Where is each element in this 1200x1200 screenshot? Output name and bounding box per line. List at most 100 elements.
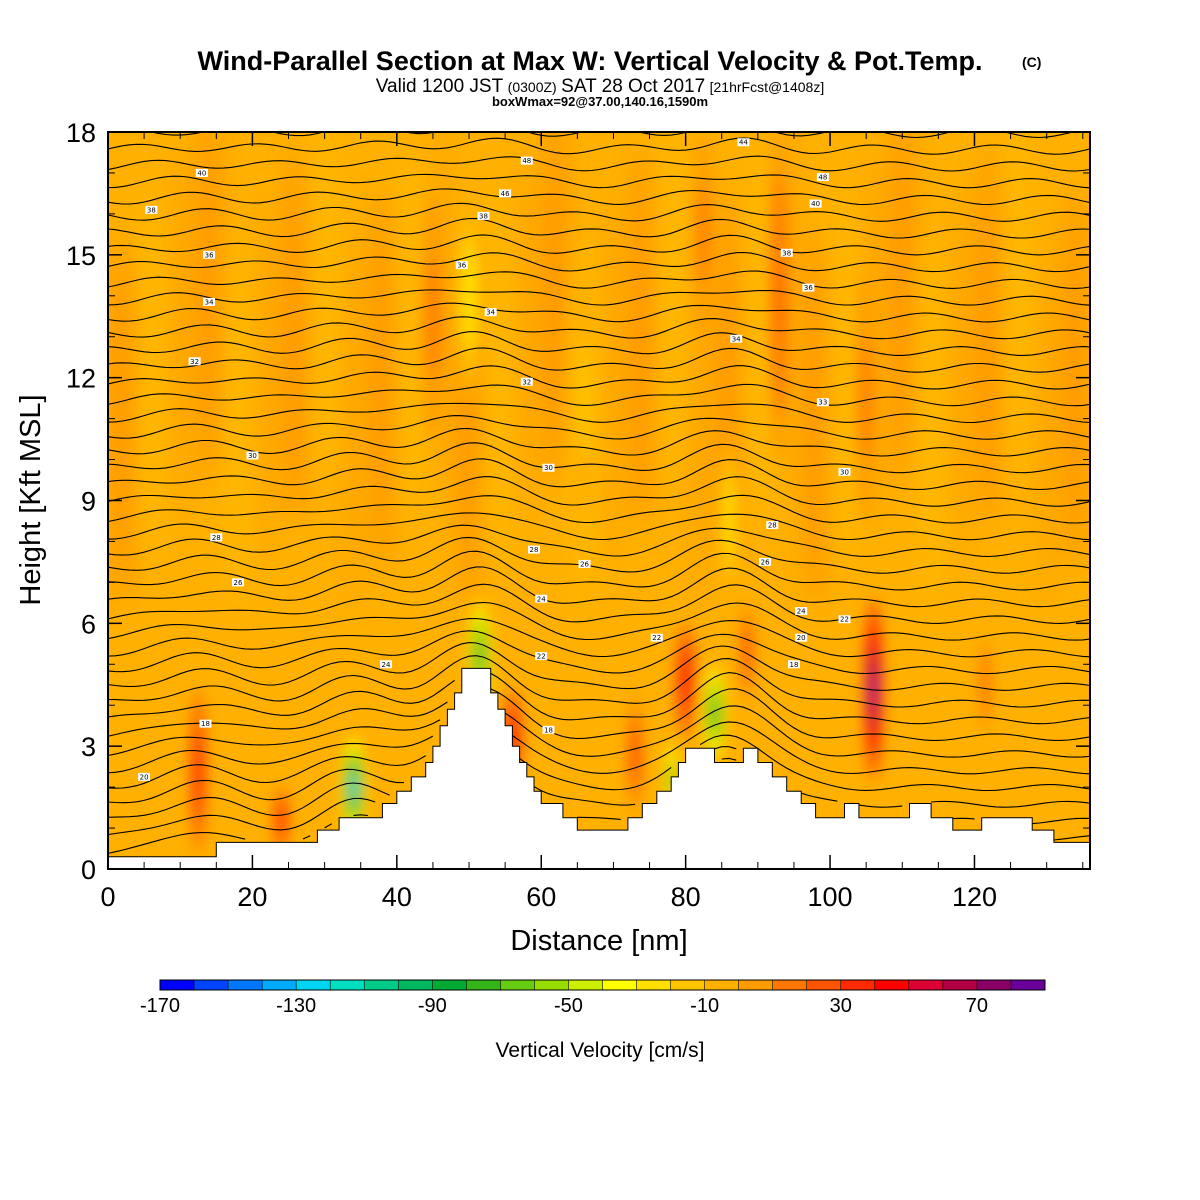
valid-utc: (0300Z) bbox=[508, 79, 557, 95]
colorbar-swatch bbox=[364, 980, 399, 990]
colorbar-swatch bbox=[602, 980, 638, 990]
plot-area: 40 38 36 34 32 30 28 26 20 18 24 48 46 38 36 34 32 30 28 26… bbox=[108, 132, 1090, 869]
velocity-cell-ring bbox=[465, 270, 473, 322]
contour-label-bg bbox=[199, 719, 212, 728]
velocity-streak bbox=[632, 146, 653, 527]
velocity-cell bbox=[856, 275, 876, 521]
contour-label: 30 bbox=[838, 467, 851, 476]
contour-label: 22 bbox=[650, 633, 663, 642]
colorbar: -170 -130 -90 -50 -10 30 70 bbox=[140, 979, 1046, 1017]
theta-contours bbox=[108, 132, 1090, 854]
theta-contour bbox=[108, 302, 1090, 323]
contour-label: 38 bbox=[145, 205, 158, 214]
contour-label-text: 24 bbox=[797, 608, 806, 616]
contour-label-bg bbox=[578, 559, 591, 568]
contour-label-text: 38 bbox=[479, 212, 488, 220]
contour-label-bg bbox=[816, 398, 829, 407]
contour-label-text: 34 bbox=[486, 309, 495, 317]
colorbar-tick-label: -50 bbox=[554, 995, 583, 1017]
velocity-cell-ring bbox=[726, 500, 732, 542]
x-tick-label: 80 bbox=[671, 882, 701, 912]
contour-label-text: 26 bbox=[234, 579, 243, 587]
forecast-info: [21hrFcst@1408z] bbox=[710, 79, 825, 95]
contour-label-text: 30 bbox=[248, 452, 257, 460]
contour-label: 24 bbox=[379, 660, 392, 669]
velocity-streak bbox=[372, 187, 393, 568]
contour-label-text: 24 bbox=[537, 595, 546, 603]
theta-contour bbox=[108, 630, 1090, 675]
y-tick-label: 18 bbox=[66, 118, 96, 148]
velocity-cell bbox=[694, 132, 714, 337]
contour-label-text: 32 bbox=[522, 378, 531, 386]
contour-label-bg bbox=[520, 377, 533, 386]
colorbar-tick-label: -10 bbox=[690, 995, 719, 1017]
theta-contour bbox=[108, 617, 1090, 658]
terrain-layer bbox=[108, 667, 1090, 869]
contour-label-bg bbox=[737, 138, 750, 147]
colorbar-swatch bbox=[772, 980, 808, 990]
theta-contour bbox=[108, 734, 1090, 792]
colorbar-tick-label: -130 bbox=[276, 995, 316, 1017]
theta-contour bbox=[108, 746, 1090, 808]
contour-label-text: 34 bbox=[732, 335, 741, 343]
velocity-streak bbox=[256, 187, 277, 568]
contour-label-text: 38 bbox=[147, 206, 156, 214]
theta-contour bbox=[108, 566, 1090, 608]
contour-label-bg bbox=[838, 467, 851, 476]
contour-label: 46 bbox=[499, 189, 512, 198]
velocity-streak bbox=[950, 187, 971, 568]
contour-label-text: 36 bbox=[804, 284, 813, 292]
contour-label: 40 bbox=[809, 199, 822, 208]
colorbar-swatch bbox=[330, 980, 365, 990]
colorbar-tick-label: 30 bbox=[830, 995, 852, 1017]
velocity-cell-ring bbox=[711, 701, 718, 726]
y-tick-label: 12 bbox=[66, 364, 96, 394]
velocity-streak bbox=[921, 228, 942, 609]
contour-label: 33 bbox=[816, 398, 829, 407]
theta-contour bbox=[108, 217, 1090, 239]
contour-label-text: 20 bbox=[140, 773, 149, 781]
theta-contour bbox=[108, 316, 1090, 340]
velocity-cell-ring bbox=[430, 285, 436, 347]
contour-label: 34 bbox=[203, 297, 216, 306]
theta-contour bbox=[108, 494, 1090, 524]
velocity-cell-ring bbox=[745, 638, 749, 666]
contour-label: 32 bbox=[520, 377, 533, 386]
colorbar-swatch bbox=[806, 980, 842, 990]
contour-label: 36 bbox=[203, 250, 216, 259]
theta-contour bbox=[108, 427, 1090, 457]
velocity-cell bbox=[979, 635, 992, 734]
theta-contour bbox=[108, 642, 1090, 691]
colorbar-swatch bbox=[228, 980, 263, 990]
background-field bbox=[108, 132, 1090, 869]
contour-label-bg bbox=[802, 283, 815, 292]
theta-contour bbox=[108, 442, 1090, 474]
theta-contour bbox=[108, 383, 1090, 407]
contour-label-text: 20 bbox=[797, 634, 806, 642]
velocity-streak bbox=[603, 187, 624, 568]
velocity-cell-ring bbox=[701, 208, 707, 260]
contour-label-bg bbox=[203, 297, 216, 306]
theta-contour bbox=[108, 814, 368, 854]
velocity-cell-ring bbox=[871, 666, 876, 712]
velocity-streak bbox=[199, 132, 220, 486]
theta-contour bbox=[108, 583, 1090, 624]
theta-contour bbox=[108, 757, 1090, 825]
contour-label: 30 bbox=[542, 463, 555, 472]
colorbar-swatch bbox=[534, 980, 569, 990]
contour-label: 34 bbox=[484, 308, 497, 317]
colorbar-swatch bbox=[262, 980, 297, 990]
velocity-streak bbox=[285, 146, 306, 527]
chart-title: Wind-Parallel Section at Max W: Vertical… bbox=[198, 46, 983, 76]
contour-label-bg bbox=[231, 578, 244, 587]
y-tick-label: 0 bbox=[81, 855, 96, 885]
contour-label-text: 48 bbox=[818, 174, 827, 182]
colorbar-swatch bbox=[1010, 980, 1046, 990]
contour-label-text: 32 bbox=[190, 358, 199, 366]
y-tick-label: 3 bbox=[81, 732, 96, 762]
contour-label: 20 bbox=[795, 633, 808, 642]
velocity-streak bbox=[1036, 228, 1057, 609]
contour-label: 34 bbox=[730, 334, 743, 343]
contour-label-text: 33 bbox=[818, 399, 827, 407]
colorbar-swatch bbox=[160, 980, 195, 990]
